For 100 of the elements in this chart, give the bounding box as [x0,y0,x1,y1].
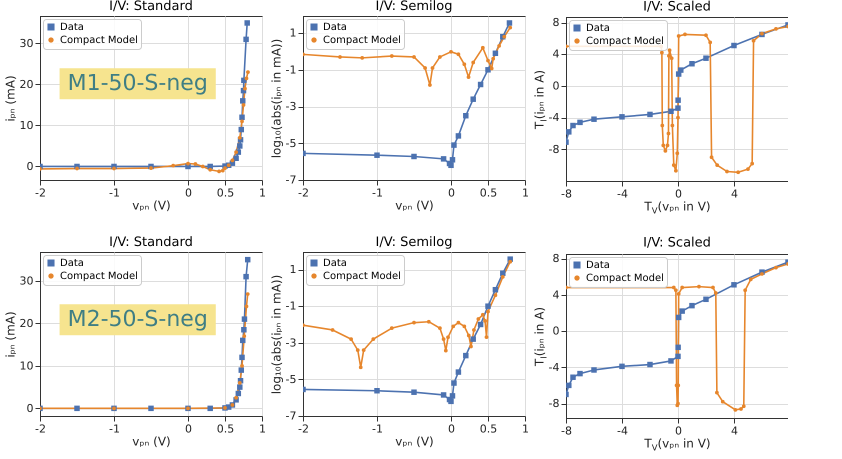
point [246,70,250,74]
point [689,302,695,308]
y-tick-label: -5 [286,136,296,150]
point [746,167,750,171]
point [743,288,748,292]
point [668,108,674,114]
point [675,151,680,156]
x-tick-label: 0.5 [480,422,498,436]
point [463,352,469,358]
legend-label: Data [586,260,610,271]
point [412,55,416,59]
point [240,338,246,344]
point [244,256,250,262]
point [220,168,225,172]
point [238,136,242,140]
point [760,272,764,276]
legend-label: Data [323,22,347,33]
point [704,33,708,38]
x-tick-label: 0.5 [480,186,498,200]
point [703,296,709,302]
x-tick-label: -2 [298,422,309,436]
point [497,44,501,48]
y-tick-label: 1 [290,263,296,276]
point [774,27,778,31]
x-tick-label: -4 [617,188,628,200]
point [240,364,244,368]
legend-label: Data [60,22,84,33]
point [243,274,249,280]
point [666,143,670,148]
point [243,36,249,42]
point [674,168,678,173]
point [442,337,446,341]
point [243,86,247,90]
point [675,105,681,111]
y-tick-label: 0 [552,79,560,92]
point [680,286,684,290]
point [678,67,684,73]
y-axis-title: iₚₙ (mA) [4,311,18,358]
x-tick-label: 0.5 [216,422,234,436]
point [242,103,246,107]
x-tick-label: -2 [35,422,46,436]
point [238,126,244,132]
x-axis-title: T$_{V}$(vₚₙ in V) [643,436,711,452]
point [480,46,485,50]
point [186,162,190,166]
point [731,42,737,48]
x-tick-label: 4 [730,424,738,438]
x-tick-label: -8 [561,188,572,200]
point [171,164,176,168]
legend-label: Compact Model [60,271,138,282]
point [748,278,753,282]
legend-label: Compact Model [323,271,401,282]
chart-title: I/V: Semilog [376,0,452,14]
point [207,164,213,170]
point [619,364,625,370]
point [715,390,719,394]
point [683,32,687,36]
point [423,66,427,70]
point [472,328,476,332]
point [149,166,153,170]
y-axis-title: log₁₀(abs(iₚₙ in mA)) [270,274,284,394]
point [484,335,488,339]
point [246,292,250,296]
x-tick-label: -2 [298,186,309,200]
point [672,163,676,168]
y-tick-label: -7 [286,174,296,186]
point [508,260,512,264]
point [675,97,681,103]
point [241,327,247,332]
point [725,170,729,174]
point [494,293,498,298]
point [349,337,353,341]
y-tick-label: 0 [26,160,34,173]
point [470,336,476,342]
point [207,406,213,412]
point [647,362,653,368]
y-tick-label: 4 [552,48,560,61]
x-tick-label: -2 [35,186,46,200]
point [362,348,366,352]
point [667,54,671,58]
point [647,112,653,118]
point [661,143,666,148]
point [577,120,583,126]
point [731,282,737,288]
point [752,38,756,43]
point [234,150,238,154]
point [577,370,583,376]
point [470,96,476,102]
point [244,76,248,80]
point [358,365,363,370]
point [411,389,417,395]
point [451,324,456,328]
point [239,354,245,360]
point [449,50,453,54]
x-axis-title: vₚₙ (V) [132,198,171,212]
y-tick-label: -4 [548,360,560,374]
point [451,380,457,386]
point [675,354,681,360]
chart-title: I/V: Scaled [643,0,711,15]
point [230,158,234,162]
